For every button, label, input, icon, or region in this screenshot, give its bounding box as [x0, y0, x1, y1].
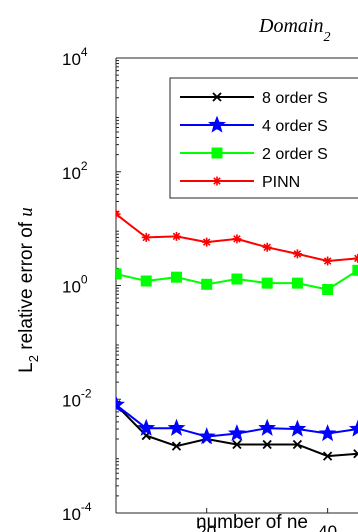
legend-label: 4 order S [262, 118, 328, 135]
series-line [116, 213, 358, 263]
data-point [323, 256, 333, 266]
data-point [232, 234, 242, 244]
data-point [141, 232, 151, 242]
y-axis-label: L2 relative error of u [16, 207, 41, 373]
data-point [262, 439, 272, 450]
y-tick-label: 10-2 [62, 386, 92, 410]
data-point [171, 231, 181, 241]
data-point [262, 242, 272, 252]
data-point [353, 253, 358, 263]
data-point [170, 271, 182, 283]
data-point [322, 284, 334, 296]
legend-entry: 2 order S [180, 146, 328, 163]
y-tick-label: 102 [62, 159, 88, 183]
data-point [292, 439, 303, 450]
data-point [140, 275, 152, 287]
legend-entry: PINN [180, 174, 300, 191]
legend: 8 order S 4 order S 2 order S PINN [169, 77, 358, 199]
data-point [116, 268, 122, 280]
data-point [167, 418, 186, 436]
data-point [211, 147, 223, 159]
x-tick-label: 40 [318, 522, 337, 532]
x-axis-label: number of ne [196, 512, 308, 532]
data-point [202, 237, 212, 247]
data-point [208, 115, 226, 133]
series-8-order-s [116, 400, 358, 461]
series-4-order-s [116, 395, 358, 445]
data-point [261, 277, 273, 289]
series-2-order-s [116, 264, 358, 296]
legend-label: 2 order S [262, 146, 328, 163]
series-line [116, 269, 358, 291]
data-point [212, 92, 222, 102]
legend-entry: 8 order S [180, 90, 328, 107]
legend-entry: 4 order S [180, 115, 328, 135]
data-point [232, 439, 242, 450]
chart-title: Domain2 [258, 15, 330, 45]
series-line [116, 404, 358, 438]
y-tick-label: 10-4 [62, 500, 92, 524]
data-point [201, 278, 213, 290]
series-line [116, 404, 358, 458]
data-point [171, 441, 182, 451]
data-point [197, 427, 216, 445]
data-point [137, 418, 156, 436]
data-point [227, 424, 246, 442]
y-tick-label: 104 [62, 45, 88, 69]
data-point [288, 419, 307, 437]
data-point [292, 249, 302, 259]
data-point [291, 277, 303, 289]
data-point [352, 264, 358, 276]
data-point [231, 273, 243, 285]
legend-label: PINN [262, 174, 300, 191]
data-point [212, 176, 222, 186]
data-point [322, 451, 333, 461]
data-point [116, 395, 125, 413]
data-point [258, 418, 277, 436]
x-tick-label: 20 [197, 522, 216, 532]
data-point [318, 424, 337, 442]
data-point [348, 419, 358, 437]
y-tick-label: 100 [62, 273, 88, 297]
data-point [116, 209, 121, 219]
series-pinn [116, 209, 358, 266]
legend-label: 8 order S [262, 90, 328, 107]
